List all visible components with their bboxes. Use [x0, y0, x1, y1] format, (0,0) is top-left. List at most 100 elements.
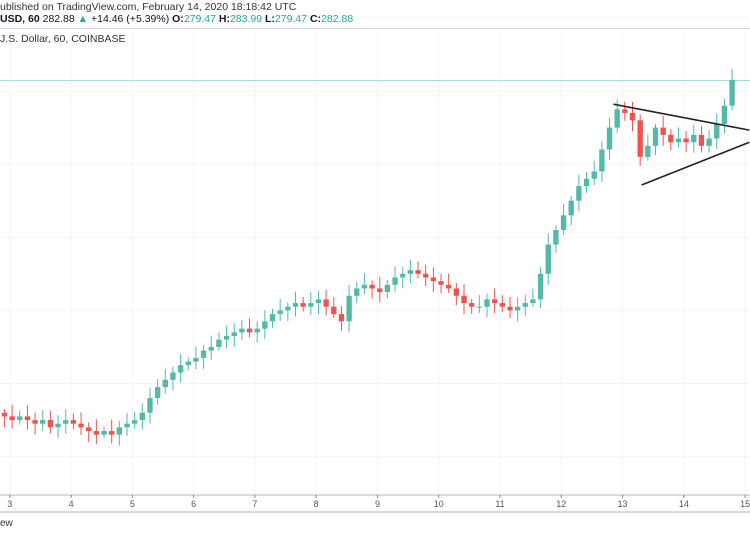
candle-body: [453, 288, 460, 296]
candle-body: [131, 420, 138, 424]
candle-body: [162, 379, 168, 388]
candle-body: [139, 412, 145, 421]
low-value: 279.47: [274, 13, 308, 25]
candle-body: [560, 215, 567, 230]
x-tick-label: 7: [252, 499, 257, 509]
candle-body: [124, 423, 130, 428]
candle-body: [338, 314, 345, 322]
high-label: H:: [218, 13, 230, 25]
candle-body: [545, 244, 551, 274]
candle-body: [246, 328, 253, 333]
candle-body: [108, 431, 115, 435]
candle-body: [468, 303, 475, 307]
triangle-lower-line[interactable]: [641, 141, 750, 186]
candle-body: [17, 416, 23, 421]
candle-body: [491, 299, 498, 304]
candle-body: [285, 306, 291, 311]
x-tick-label: 8: [314, 499, 319, 509]
candle-body: [86, 427, 92, 432]
candle-body: [47, 420, 54, 428]
candle-body: [614, 109, 620, 128]
last-price: 282.88: [42, 13, 75, 25]
candle-body: [714, 123, 720, 139]
candle-body: [308, 303, 314, 307]
candle-body: [721, 105, 728, 124]
candle-body: [537, 273, 544, 300]
candle-body: [706, 138, 712, 146]
candle-body: [24, 416, 31, 421]
candle-body: [438, 281, 444, 285]
candle-body: [499, 303, 505, 307]
candle-body: [407, 270, 414, 274]
grid: [0, 17, 750, 495]
candle-body: [576, 186, 582, 201]
open-value: 279.47: [183, 13, 216, 25]
candle-body: [484, 299, 490, 307]
candle-body: [1, 412, 8, 417]
candle-body: [154, 387, 161, 399]
candle-body: [147, 398, 153, 413]
x-tick-label: 13: [618, 499, 628, 509]
x-tick-label: 12: [556, 499, 566, 509]
candle-body: [331, 306, 337, 315]
symbol-label: USD, 60: [0, 13, 40, 25]
candle-body: [9, 416, 15, 421]
candle-body: [645, 145, 651, 157]
candle-body: [668, 134, 674, 143]
candle-body: [300, 303, 306, 307]
x-tick-label: 15: [740, 499, 750, 509]
candle-body: [729, 80, 735, 106]
candle-body: [354, 288, 360, 296]
candle-body: [315, 299, 322, 304]
trend-lines[interactable]: [613, 103, 750, 186]
close-label: C:: [309, 13, 322, 25]
time-axis[interactable]: 3 4 5 6 7 8 9 10 11 12 13 14 15: [7, 495, 750, 509]
candle-body: [254, 328, 260, 333]
candle-body: [185, 361, 191, 366]
candle-body: [70, 420, 77, 424]
candle-body: [622, 109, 628, 113]
candle-body: [346, 295, 352, 322]
candle-body: [691, 134, 697, 143]
x-tick-label: 10: [434, 499, 444, 509]
x-tick-label: 4: [69, 499, 74, 509]
x-tick-label: 11: [495, 499, 504, 509]
candle-body: [430, 277, 437, 282]
candle-body: [377, 288, 383, 293]
candle-body: [514, 306, 521, 311]
candle-body: [476, 306, 483, 308]
candle-body: [599, 149, 605, 172]
candle-body: [629, 112, 636, 121]
candle-body: [101, 431, 107, 435]
candle-body: [392, 277, 398, 285]
price-change: +14.46 (+5.39%): [90, 13, 170, 25]
candle-body: [277, 310, 283, 315]
candle-body: [369, 284, 375, 289]
candles: [1, 68, 735, 446]
candle-body: [637, 120, 643, 157]
candle-body: [200, 350, 207, 358]
triangle-upper-line[interactable]: [613, 103, 750, 131]
candle-body: [568, 200, 574, 216]
candle-body: [583, 178, 590, 187]
candle-body: [606, 127, 613, 150]
candle-body: [522, 303, 528, 307]
candle-body: [78, 423, 84, 428]
candle-body: [116, 427, 123, 435]
x-tick-label: 5: [130, 499, 135, 509]
symbol-legend: USD, 60 282.88 ▲ +14.46 (+5.39%) O:279.4…: [0, 13, 353, 25]
header-divider: [0, 28, 750, 29]
candle-body: [170, 372, 176, 380]
candle-body: [400, 273, 406, 278]
open-label: O:: [172, 13, 184, 25]
candle-body: [40, 420, 46, 424]
x-tick-label: 3: [7, 499, 12, 509]
candle-body: [55, 423, 61, 428]
candle-body: [652, 127, 659, 146]
candle-body: [446, 284, 452, 289]
candle-body: [461, 295, 467, 304]
x-tick-label: 14: [679, 499, 689, 509]
candle-body: [698, 134, 705, 146]
close-value: 282.88: [321, 13, 354, 25]
